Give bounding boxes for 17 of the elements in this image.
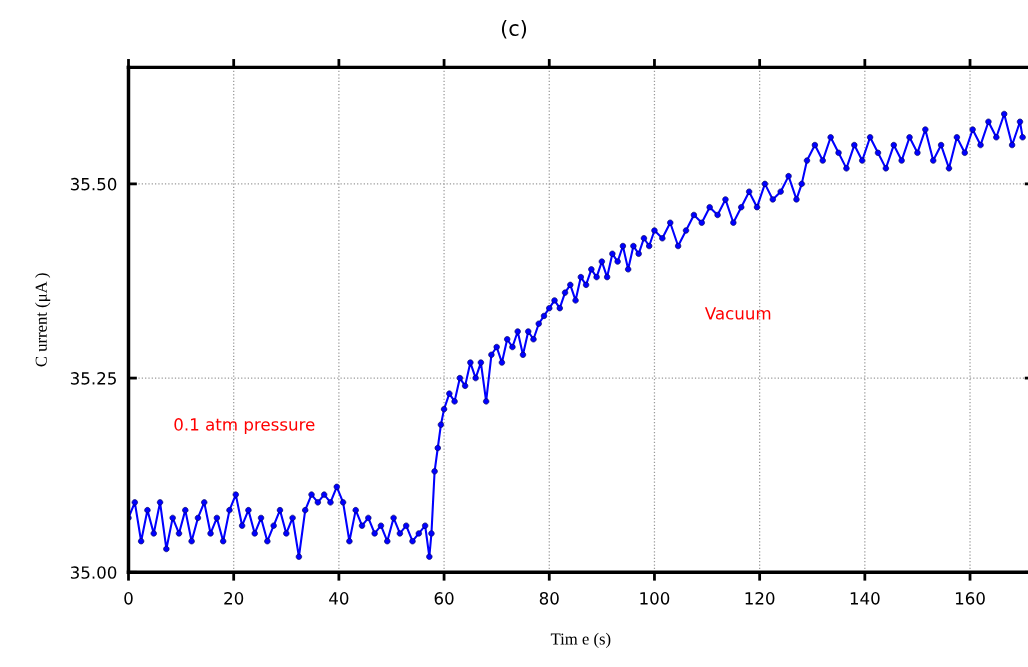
x-tick-label: 20 [224, 592, 244, 605]
x-tick-label: 100 [640, 592, 670, 605]
x-tick-label: 140 [850, 592, 880, 605]
y-axis-title: C urrent (μA ) [35, 273, 51, 367]
y-tick-label: 35.00 [70, 566, 117, 579]
x-tick-label: 120 [745, 592, 775, 605]
y-tick-label: 35.25 [70, 372, 116, 385]
annotation: 0.1 atm pressure [174, 418, 315, 434]
chart-title: (c) [501, 19, 527, 39]
x-axis-title: Tim e (s) [550, 632, 611, 648]
x-tick-label: 160 [955, 592, 985, 605]
x-tick-label: 60 [434, 592, 454, 605]
y-tick-label: 35.50 [70, 177, 117, 191]
x-tick-label: 40 [329, 592, 349, 605]
x-tick-label: 80 [539, 592, 559, 605]
x-tick-label: 0 [124, 592, 133, 605]
annotation: Vacuum [704, 307, 771, 320]
